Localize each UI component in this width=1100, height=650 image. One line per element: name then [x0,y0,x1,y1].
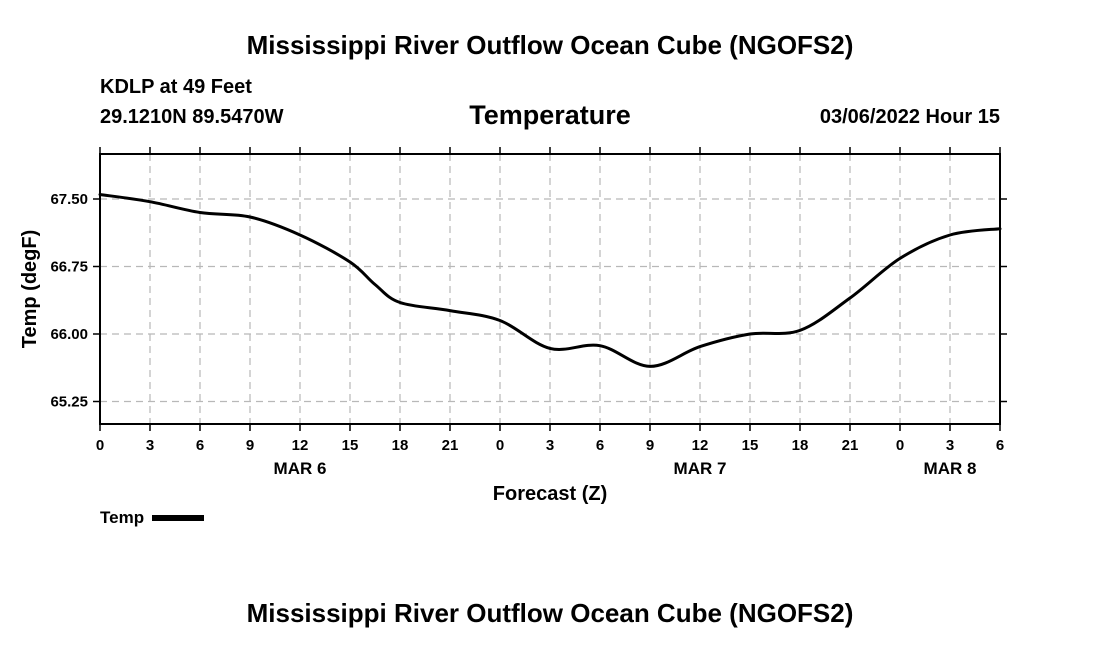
x-tick-label: 15 [742,437,759,454]
x-tick-label: 9 [646,437,654,454]
legend-label: Temp [100,508,145,527]
x-tick-label: 12 [292,437,309,454]
x-tick-label: 18 [392,437,409,454]
x-tick-label: 0 [496,437,504,454]
station-label: KDLP at 49 Feet [100,76,252,98]
x-tick-label: 0 [896,437,904,454]
x-tick-label: 0 [96,437,104,454]
forecast-datetime: 03/06/2022 Hour 15 [819,106,1000,128]
x-tick-label: 3 [546,437,554,454]
legend: Temp [100,508,205,528]
x-tick-label: 12 [692,437,709,454]
coordinates-label: 29.1210N 89.5470W [100,106,284,128]
y-tick-label: 67.50 [50,191,88,208]
x-tick-label: 21 [842,437,859,454]
date-label: MAR 6 [274,459,327,478]
x-tick-label: 3 [946,437,954,454]
axis-layer: 0 3 6 9 12 15 18 21 0 3 6 9 12 15 18 21 0 3 6 65.25 66.00 66.… [50,147,1007,478]
main-title: Mississippi River Outflow Ocean Cube (NG… [246,30,854,60]
grid-layer [100,154,1000,424]
variable-title: Temperature [469,100,631,130]
date-label: MAR 8 [924,459,977,478]
series-line-temp [98,193,1002,368]
y-tick-label: 65.25 [50,394,88,411]
x-tick-label: 3 [146,437,154,454]
footer-title: Mississippi River Outflow Ocean Cube (NG… [246,598,854,628]
x-tick-label: 21 [442,437,459,454]
y-axis-label: Temp (degF) [19,230,41,349]
date-label: MAR 7 [674,459,727,478]
x-tick-label: 15 [342,437,359,454]
y-tick-label: 66.00 [50,326,88,343]
x-tick-label: 9 [246,437,254,454]
x-axis-label: Forecast (Z) [493,483,607,505]
x-tick-label: 6 [996,437,1004,454]
legend-swatch-temp [152,515,205,521]
y-tick-label: 66.75 [50,259,88,276]
x-tick-label: 6 [596,437,604,454]
x-tick-label: 6 [196,437,204,454]
x-tick-label: 18 [792,437,809,454]
